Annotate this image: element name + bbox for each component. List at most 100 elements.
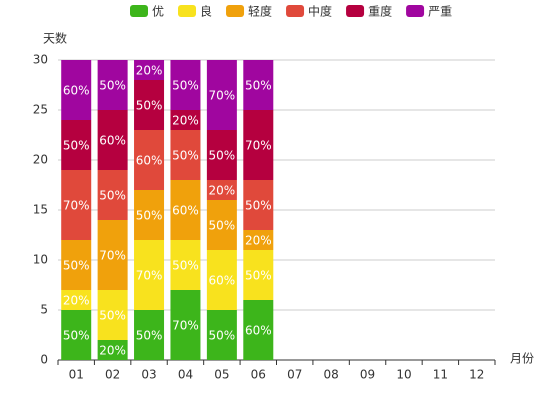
data-label: 60% [63, 84, 90, 98]
legend-label: 轻度 [248, 4, 272, 19]
legend-swatch [226, 5, 245, 17]
data-label: 50% [172, 79, 199, 93]
data-label: 50% [172, 149, 199, 163]
data-label: 20% [63, 294, 90, 308]
bar-segment [206, 130, 237, 180]
data-label: 70% [136, 269, 163, 283]
bar-segment [97, 170, 128, 220]
bar-segment [243, 110, 274, 180]
bar-segment [170, 180, 201, 240]
x-tick-label: 05 [214, 368, 229, 382]
bar-segment [243, 250, 274, 300]
bar-segment [206, 250, 237, 310]
data-label: 70% [99, 249, 126, 263]
data-label: 50% [63, 329, 90, 343]
bar-segment [170, 130, 201, 180]
bar-segment [97, 110, 128, 170]
data-label: 60% [99, 134, 126, 148]
data-label: 50% [63, 259, 90, 273]
data-label: 20% [136, 64, 163, 78]
y-tick-label: 0 [40, 353, 48, 367]
x-tick-label: 02 [105, 368, 120, 382]
legend-label: 优 [152, 5, 164, 19]
bar-segment [61, 170, 92, 240]
legend-swatch [406, 5, 425, 17]
data-label: 60% [172, 204, 199, 218]
data-label: 70% [63, 199, 90, 213]
bar-segment [134, 130, 165, 190]
legend-swatch [178, 5, 197, 17]
x-tick-label: 09 [360, 368, 375, 382]
bar-segment [61, 120, 92, 170]
bar-segment [97, 340, 128, 360]
data-label: 50% [209, 219, 236, 233]
y-tick-label: 30 [33, 53, 48, 67]
bar-segment [170, 60, 201, 110]
x-tick-label: 10 [396, 368, 411, 382]
y-tick-label: 25 [33, 103, 48, 117]
bar-segment [243, 230, 274, 250]
data-label: 50% [63, 139, 90, 153]
data-label: 50% [136, 329, 163, 343]
data-label: 60% [136, 154, 163, 168]
legend-label: 良 [200, 4, 212, 19]
data-label: 50% [99, 309, 126, 323]
legend-swatch [130, 5, 148, 17]
y-tick-label: 10 [33, 253, 48, 267]
bar-segment [206, 200, 237, 250]
x-tick-label: 12 [469, 368, 484, 382]
x-tick-label: 11 [433, 368, 448, 382]
data-label: 20% [245, 234, 272, 248]
data-label: 70% [245, 139, 272, 153]
bar-segment [243, 180, 274, 230]
x-tick-label: 03 [141, 368, 156, 382]
bar-segment [170, 240, 201, 290]
data-label: 50% [99, 79, 126, 93]
legend-label: 重度 [368, 4, 392, 19]
bar-segment [170, 290, 201, 360]
data-label: 50% [136, 99, 163, 113]
data-label: 20% [172, 114, 199, 128]
data-label: 50% [209, 329, 236, 343]
legend-swatch [346, 5, 365, 17]
bar-segment [61, 310, 92, 360]
bar-segment [97, 220, 128, 290]
x-tick-label: 04 [178, 368, 193, 382]
bar-segment [134, 80, 165, 130]
bar-segment [97, 290, 128, 340]
data-label: 60% [245, 324, 272, 338]
bar-segment [243, 300, 274, 360]
bar-segment [97, 60, 128, 110]
x-tick-label: 08 [323, 368, 338, 382]
bar-segment [61, 60, 92, 120]
data-label: 50% [99, 189, 126, 203]
data-label: 50% [136, 209, 163, 223]
data-label: 20% [209, 184, 236, 198]
bar-segment [206, 180, 237, 200]
bar-segment [134, 60, 165, 80]
x-axis-title: 月份 [510, 352, 534, 366]
data-label: 70% [172, 319, 199, 333]
bar-segment [134, 310, 165, 360]
bar-segment [61, 240, 92, 290]
data-label: 50% [245, 79, 272, 93]
data-label: 50% [245, 199, 272, 213]
bar-segment [61, 290, 92, 310]
x-tick-label: 07 [287, 368, 302, 382]
data-label: 50% [172, 259, 199, 273]
data-label: 50% [245, 269, 272, 283]
bar-segment [134, 190, 165, 240]
data-label: 70% [209, 89, 236, 103]
bar-segment [243, 60, 274, 110]
y-tick-label: 20 [33, 153, 48, 167]
y-axis-title: 天数 [43, 31, 67, 46]
bar-segment [206, 310, 237, 360]
bar-segment [206, 60, 237, 130]
legend-label: 中度 [308, 4, 332, 19]
x-tick-label: 06 [251, 368, 266, 382]
bar-segment [170, 110, 201, 130]
data-label: 20% [99, 344, 126, 358]
legend-swatch [286, 5, 305, 17]
legend-label: 严重 [428, 5, 452, 19]
